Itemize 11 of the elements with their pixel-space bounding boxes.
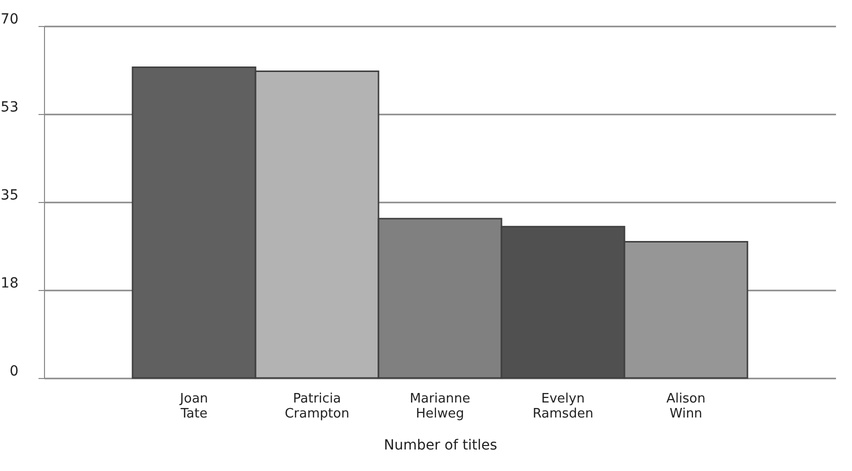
y-tick-label: 18 [0, 276, 18, 292]
y-tick-label: 35 [0, 188, 18, 204]
y-tick-label: 53 [0, 100, 18, 116]
x-tick-label: Evelyn Ramsden [532, 392, 594, 422]
x-tick-label: Joan Tate [179, 392, 208, 422]
x-tick-label: Patricia Crampton [284, 392, 350, 422]
x-tick-label: Marianne Helweg [410, 392, 470, 422]
x-tick-label: Alison Winn [666, 392, 706, 422]
y-tick-label: 0 [10, 364, 18, 380]
y-tick-label: 70 [0, 12, 18, 28]
x-axis-title: Number of titles [384, 438, 498, 454]
